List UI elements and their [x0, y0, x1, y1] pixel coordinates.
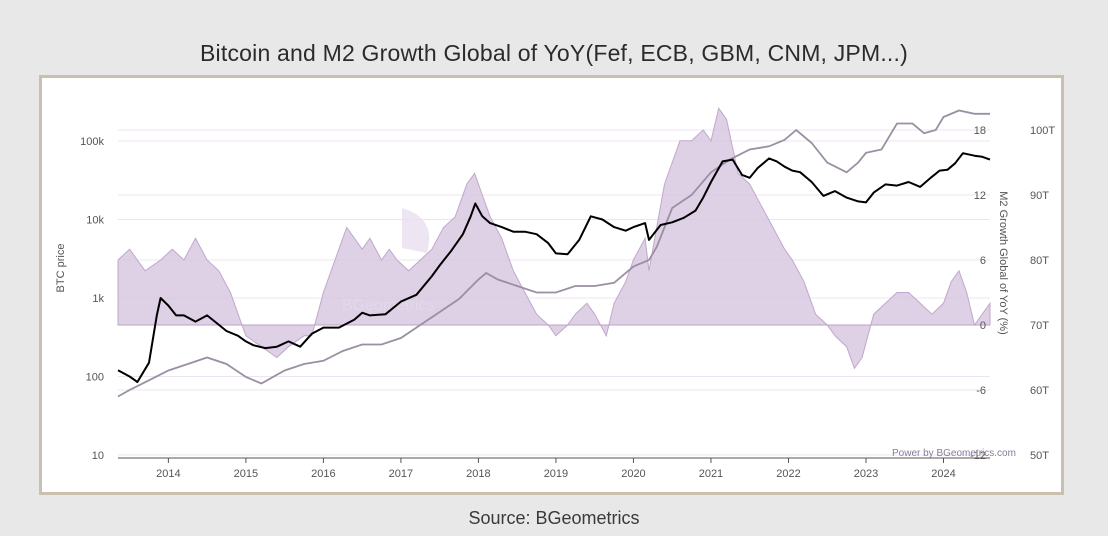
- chart-title: Bitcoin and M2 Growth Global of YoY(Fef,…: [200, 40, 908, 66]
- btc-tick-label: 1k: [92, 293, 104, 305]
- grid: [118, 129, 990, 456]
- x-tick-label: 2021: [699, 468, 723, 480]
- x-tick-label: 2014: [156, 468, 180, 480]
- chart-credit: Power by BGeometrics.com: [892, 448, 1016, 459]
- x-tick-label: 2017: [389, 468, 413, 480]
- x-tick-label: 2022: [776, 468, 800, 480]
- chart-frame: BGeometrics 10 100 1k 10k 100k -12 -6 0 6 12 18 50T…: [39, 75, 1064, 495]
- m2-tick-label: 80T: [1030, 255, 1049, 267]
- source-note: Source: BGeometrics: [468, 508, 640, 528]
- yoy-tick-label: 18: [974, 125, 986, 137]
- yoy-tick-label: -12: [970, 450, 986, 462]
- x-tick-label: 2023: [854, 468, 878, 480]
- m2-tick-label: 60T: [1030, 385, 1049, 397]
- x-tick-label: 2019: [544, 468, 568, 480]
- watermark-text: BGeometrics: [342, 297, 434, 314]
- x-tick-label: 2020: [621, 468, 645, 480]
- axes-layer: 10 100 1k 10k 100k -12 -6 0 6 12 18 50T 60T 70T 80T 90T…: [55, 125, 1055, 480]
- m2-tick-label: 90T: [1030, 190, 1049, 202]
- m2-tick-label: 70T: [1030, 320, 1049, 332]
- m2-usd-line: [117, 109, 990, 398]
- yoy-tick-label: 12: [974, 190, 986, 202]
- yoy-tick-label: -6: [976, 385, 986, 397]
- btc-tick-label: 10: [92, 450, 104, 462]
- watermark-layer: BGeometrics: [342, 208, 434, 314]
- watermark-logo: [402, 208, 430, 253]
- yoy-tick-label: 0: [980, 320, 986, 332]
- x-tick-label: 2016: [311, 468, 335, 480]
- m2-tick-label: 50T: [1030, 450, 1049, 462]
- yoy-area: [117, 107, 991, 370]
- btc-tick-label: 10k: [86, 215, 104, 227]
- x-tick-label: 2018: [466, 468, 490, 480]
- chart-svg: BGeometrics 10 100 1k 10k 100k -12 -6 0 6 12 18 50T…: [55, 107, 1055, 480]
- m2-tick-label: 100T: [1030, 125, 1055, 137]
- yoy-axis-label: M2 Growth Global of YoY (%): [997, 191, 1009, 334]
- btc-tick-label: 100: [86, 372, 104, 384]
- x-tick-label: 2015: [234, 468, 258, 480]
- yoy-area-layer: [117, 107, 991, 370]
- yoy-tick-label: 6: [980, 255, 986, 267]
- btc-price-line: [117, 152, 991, 383]
- btc-axis-label: BTC price: [55, 244, 67, 293]
- x-tick-label: 2024: [931, 468, 955, 480]
- btc-tick-label: 100k: [80, 136, 104, 148]
- series-lines-layer: [117, 109, 991, 398]
